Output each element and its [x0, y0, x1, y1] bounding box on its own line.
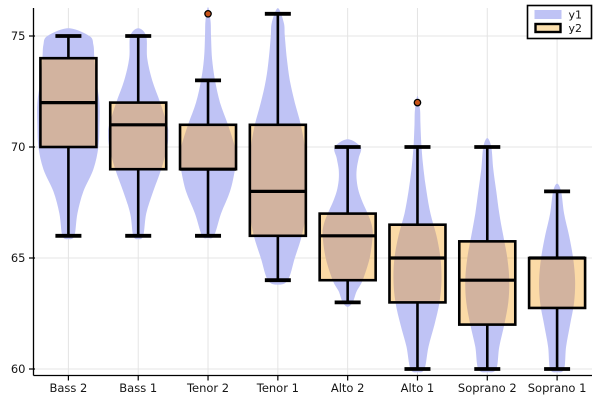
x-tick-label: Bass 1: [119, 381, 157, 395]
x-tick-label: Alto 1: [401, 381, 435, 395]
box-alto-2: [318, 212, 377, 282]
violin-soprano-1: [539, 183, 576, 373]
violin-bass-2: [37, 28, 100, 240]
violin-tenor-1: [248, 8, 308, 285]
legend-label-y2: y2: [569, 22, 583, 35]
box-tenor-2: [178, 123, 238, 171]
x-tick-label: Alto 2: [331, 381, 365, 395]
box-alto-1: [388, 223, 447, 304]
y-tick-label: 70: [11, 140, 26, 154]
outlier-alto-1: [413, 98, 422, 107]
outlier-tenor-2: [204, 9, 212, 18]
box-bass-1: [108, 101, 168, 171]
violin-bass-1: [108, 28, 169, 240]
y-tick-label: 75: [11, 29, 26, 43]
violin-soprano-2: [465, 138, 510, 373]
box-tenor-1: [248, 123, 308, 238]
legend-swatch-y1: [534, 10, 562, 19]
box-soprano-1: [527, 256, 587, 310]
x-tick-label: Soprano 2: [458, 381, 517, 395]
x-tick-label: Tenor 2: [186, 381, 229, 395]
y-tick-label: 60: [11, 362, 26, 376]
x-tick-label: Tenor 1: [256, 381, 299, 395]
x-tick-label: Bass 2: [49, 381, 87, 395]
violin-alto-2: [322, 139, 373, 307]
legend-label-y1: y1: [569, 9, 583, 22]
x-tick-label: Soprano 1: [528, 381, 587, 395]
legend-swatch-y2: [534, 22, 562, 34]
box-soprano-2: [457, 240, 517, 326]
y-tick-label: 65: [11, 251, 26, 265]
